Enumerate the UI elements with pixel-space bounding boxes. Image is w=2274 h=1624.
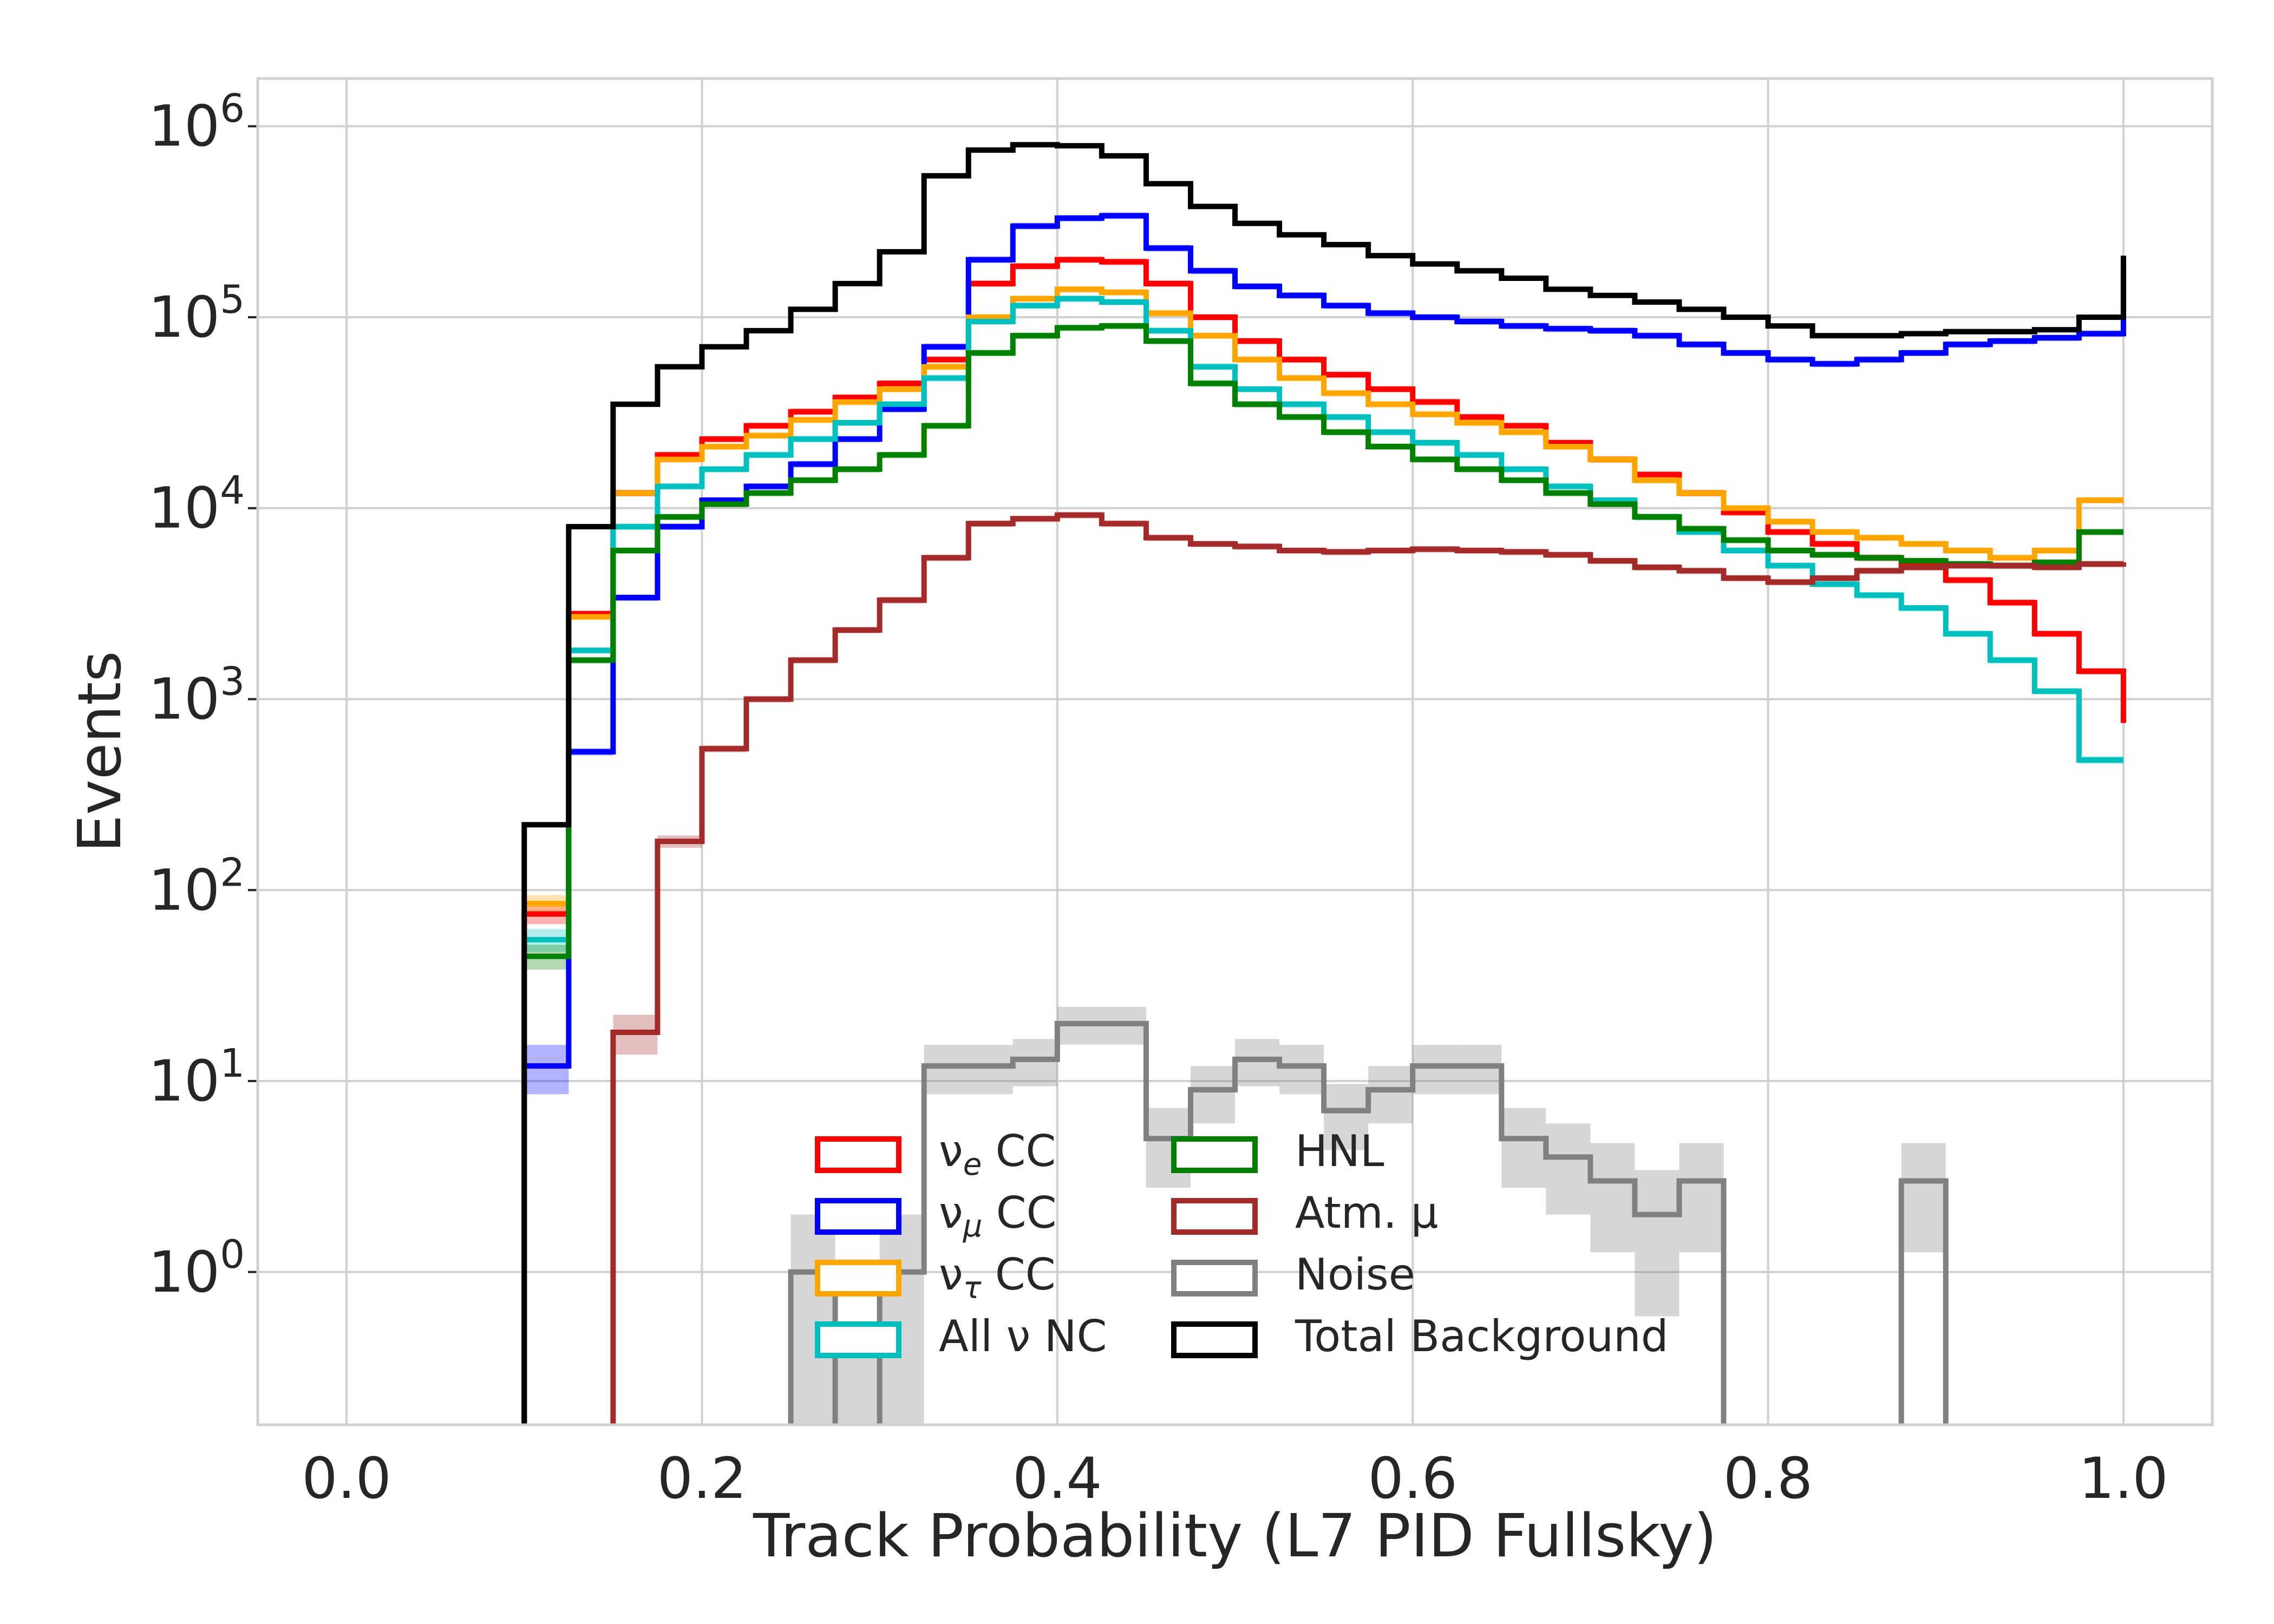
uncertainty-band-bin: [1679, 1143, 1724, 1253]
uncertainty-band-bin: [1457, 1045, 1502, 1095]
legend-label: ντ CC: [939, 1249, 1056, 1306]
series-atm-5: [610, 512, 2126, 1425]
uncertainty-band-bin: [1324, 1084, 1369, 1150]
legend-item-atm: Atm. μ: [1171, 1188, 1438, 1238]
y-tick-label: 105: [148, 277, 245, 350]
histogram-series: [521, 142, 2126, 1425]
legend-label: νe CC: [939, 1126, 1056, 1182]
x-axis-label: Track Probability (L7 PID Fullsky): [753, 1501, 1717, 1570]
x-tick-label: 0.6: [1368, 1445, 1457, 1511]
legend-swatch: [815, 1198, 901, 1235]
y-tick-label: 102: [148, 849, 245, 923]
legend-item-noise: Noise: [1171, 1249, 1415, 1300]
legend-swatch: [1171, 1321, 1258, 1358]
uncertainty-band-bin: [1635, 1170, 1680, 1317]
uncertainty-band-bin: [1279, 1045, 1324, 1095]
series-noise-6: [788, 1020, 1949, 1425]
x-tick-label: 0.4: [1012, 1445, 1102, 1511]
legend-label: νμ CC: [939, 1188, 1056, 1244]
y-axis-label: Events: [65, 651, 134, 852]
uncertainty-band-bin: [1901, 1143, 1946, 1253]
y-tick-label: 101: [148, 1040, 245, 1114]
uncertainty-band-bin: [1012, 1039, 1057, 1086]
legend-item-cc: νμ CC: [815, 1188, 1056, 1244]
series-cc-2: [521, 286, 2123, 1425]
uncertainty-band-bin: [924, 1045, 969, 1095]
legend-label: Atm. μ: [1295, 1188, 1438, 1238]
uncertainty-band-bin: [524, 1045, 569, 1095]
legend-swatch: [1171, 1136, 1258, 1173]
uncertainty-band-bin: [1413, 1045, 1458, 1095]
y-tick-label: 100: [148, 1232, 245, 1305]
uncertainty-band-bin: [790, 1214, 835, 1425]
x-tick-label: 1.0: [2079, 1445, 2168, 1511]
uncertainty-band-bin: [968, 1045, 1013, 1095]
legend-label: Noise: [1295, 1249, 1415, 1300]
uncertainty-band-bin: [1235, 1039, 1280, 1086]
series-hnl-4: [521, 323, 2123, 1425]
y-tick-label: 106: [148, 86, 245, 159]
plot-frame: [256, 77, 2214, 1426]
legend-item-hnl: HNL: [1171, 1126, 1384, 1176]
legend-label: HNL: [1295, 1126, 1384, 1176]
x-tick-label: 0.8: [1723, 1445, 1813, 1511]
y-tick-label: 104: [148, 468, 245, 541]
legend-label: Total Background: [1295, 1311, 1669, 1361]
uncertainty-band-bin: [1546, 1123, 1591, 1215]
uncertainty-band-bin: [879, 1214, 924, 1425]
legend-item-all-nc: All ν NC: [815, 1311, 1107, 1361]
y-tick-label: 103: [148, 658, 245, 732]
legend-swatch: [815, 1260, 901, 1296]
legend-swatch: [815, 1136, 901, 1173]
legend-swatch: [1171, 1260, 1258, 1296]
uncertainty-band-bin: [1501, 1108, 1546, 1188]
series-total-background-7: [521, 142, 2126, 1425]
legend-swatch: [815, 1321, 901, 1358]
legend-swatch: [1171, 1198, 1258, 1235]
legend-item-e-cc: νe CC: [815, 1126, 1056, 1182]
legend-item-cc: ντ CC: [815, 1249, 1056, 1306]
x-tick-label: 0.0: [302, 1445, 391, 1511]
x-tick-label: 0.2: [657, 1445, 747, 1511]
uncertainty-band-bin: [1368, 1066, 1413, 1124]
x-axis: 0.0 0.2 0.4 0.6 0.8 1.0: [302, 1445, 2168, 1511]
uncertainty-band-bin: [1590, 1143, 1635, 1253]
y-axis: 100 101 102 103 104 105 106: [148, 86, 258, 1305]
uncertainty-band-bin: [1190, 1066, 1235, 1124]
legend-label: All ν NC: [939, 1311, 1107, 1361]
legend-item-total-background: Total Background: [1171, 1311, 1669, 1361]
series-all-nc-3: [521, 296, 2123, 1425]
